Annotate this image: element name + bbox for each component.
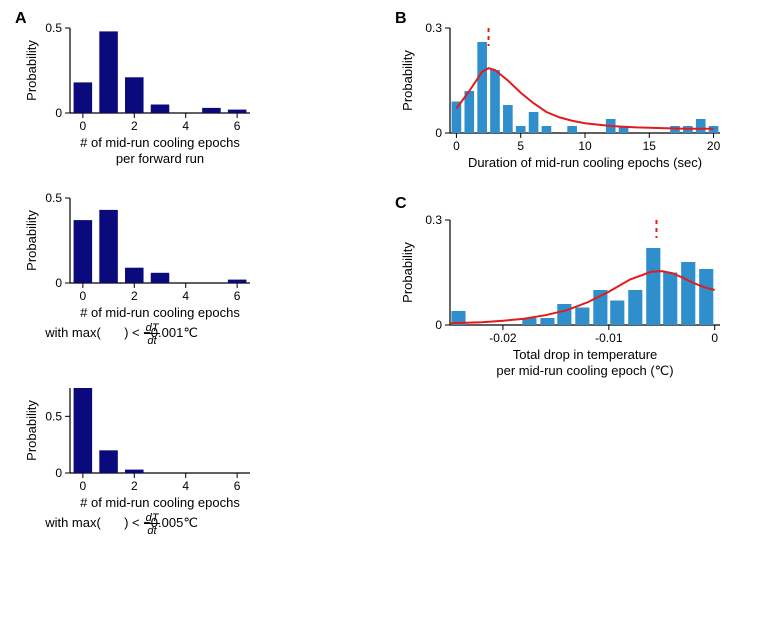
- svg-text:0.5: 0.5: [45, 21, 62, 35]
- chart-a1: 0 2 4 6 0 0.5 Probability # of mid-run cooling …: [20, 18, 260, 183]
- svg-text:0.5: 0.5: [45, 191, 62, 205]
- svg-text:0.3: 0.3: [425, 21, 442, 35]
- svg-text:# of mid-run cooling epochs: # of mid-run cooling epochs: [80, 135, 240, 150]
- svg-text:Total drop in temperature: Total drop in temperature: [513, 347, 658, 362]
- chart-a3: 0 2 4 6 0 0.5 Probability # of mid-run cooling …: [20, 378, 260, 543]
- svg-text:per mid-run cooling epoch (℃): per mid-run cooling epoch (℃): [496, 363, 673, 378]
- svg-text:2: 2: [131, 119, 138, 133]
- chart-b: 0 5 10 15 20 0 0.3 Probability Duration of mid-r…: [395, 18, 730, 188]
- svg-text:Probability: Probability: [24, 40, 39, 101]
- svg-text:4: 4: [182, 119, 189, 133]
- svg-text:) < −0.001℃: ) < −0.001℃: [124, 325, 198, 340]
- svg-text:-0.01: -0.01: [595, 331, 623, 345]
- svg-text:Probability: Probability: [24, 210, 39, 271]
- svg-text:-0.02: -0.02: [489, 331, 517, 345]
- svg-text:# of mid-run cooling epochs: # of mid-run cooling epochs: [80, 305, 240, 320]
- svg-text:0: 0: [55, 106, 62, 120]
- svg-text:with max(: with max(: [44, 325, 101, 340]
- svg-text:0: 0: [711, 331, 718, 345]
- svg-text:2: 2: [131, 479, 138, 493]
- svg-text:0: 0: [55, 276, 62, 290]
- svg-text:5: 5: [517, 139, 524, 153]
- svg-text:0: 0: [435, 126, 442, 140]
- svg-text:0: 0: [435, 318, 442, 332]
- chart-a2: 0 2 4 6 0 0.5 Probability # of mid-run cooling …: [20, 188, 260, 353]
- svg-text:4: 4: [182, 479, 189, 493]
- svg-text:Probability: Probability: [400, 242, 415, 303]
- svg-text:0.3: 0.3: [425, 213, 442, 227]
- svg-text:with max(: with max(: [44, 515, 101, 530]
- svg-text:6: 6: [234, 289, 241, 303]
- svg-text:) < −0.005℃: ) < −0.005℃: [124, 515, 198, 530]
- svg-text:Probability: Probability: [24, 400, 39, 461]
- svg-text:20: 20: [707, 139, 721, 153]
- svg-text:2: 2: [131, 289, 138, 303]
- svg-text:4: 4: [182, 289, 189, 303]
- svg-text:Duration of mid-run cooling ep: Duration of mid-run cooling epochs (sec): [468, 155, 702, 170]
- svg-text:0: 0: [80, 289, 87, 303]
- svg-text:0: 0: [80, 119, 87, 133]
- svg-text:0: 0: [55, 466, 62, 480]
- svg-text:0: 0: [80, 479, 87, 493]
- svg-text:0.5: 0.5: [45, 409, 62, 423]
- svg-text:# of mid-run cooling epochs: # of mid-run cooling epochs: [80, 495, 240, 510]
- chart-c: -0.02 -0.01 0 0 0.3 Probability Total drop in …: [395, 210, 730, 380]
- svg-text:0: 0: [453, 139, 460, 153]
- svg-text:10: 10: [578, 139, 592, 153]
- svg-text:6: 6: [234, 119, 241, 133]
- svg-text:per forward run: per forward run: [116, 151, 204, 166]
- svg-text:15: 15: [643, 139, 657, 153]
- svg-text:6: 6: [234, 479, 241, 493]
- svg-text:Probability: Probability: [400, 50, 415, 111]
